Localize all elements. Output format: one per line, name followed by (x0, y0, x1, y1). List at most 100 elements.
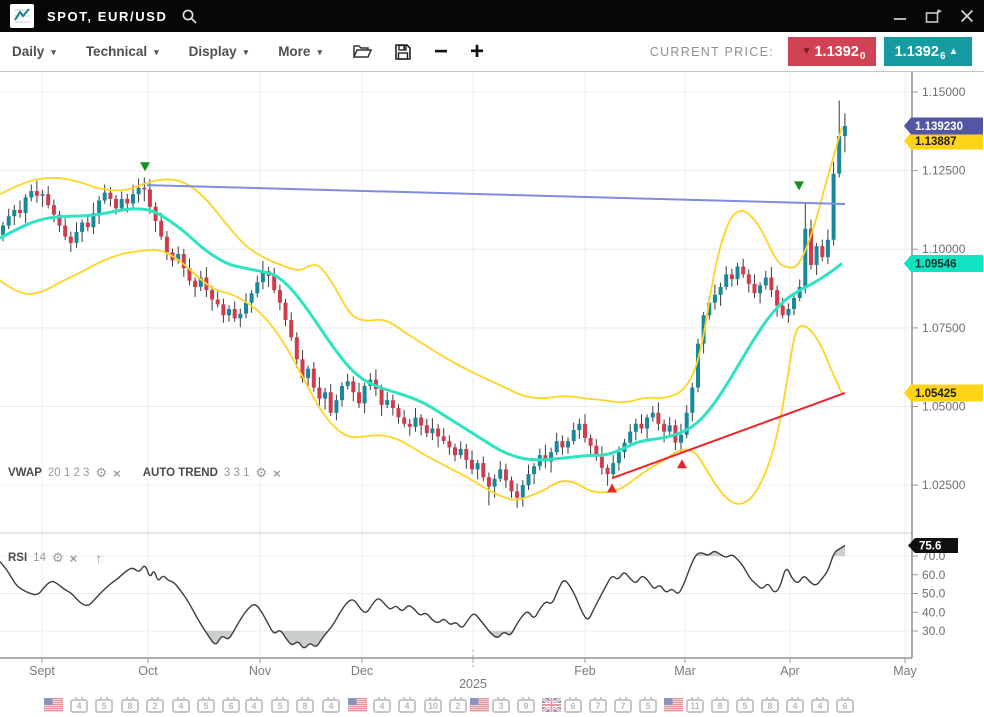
bid-price-value: 1.1392 (814, 43, 859, 60)
chart-area: 1.15000 1.12500 1.10000 1.07500 1.05000 1.025… (0, 72, 984, 695)
x-axis-month-label: Oct (138, 664, 158, 678)
axis-price-badge-label: 75.6 (919, 541, 941, 553)
calendar-event-icon[interactable]: 5 (197, 697, 215, 713)
calendar-event-icon[interactable]: 10 (424, 697, 442, 713)
calendar-event-icon[interactable]: 4 (811, 697, 829, 713)
vwap-bands-layer (0, 126, 843, 505)
search-icon[interactable] (181, 8, 198, 25)
calendar-event-icon[interactable]: 5 (639, 697, 657, 713)
x-axis-labels: Sept Oct Nov Dec 2025 Feb Mar Apr May (29, 650, 918, 691)
autotrend-settings-gear-icon[interactable]: ⚙ (255, 465, 268, 480)
trend-markers-layer (140, 162, 804, 493)
save-icon[interactable] (394, 43, 412, 61)
calendar-event-icon[interactable]: 4 (373, 697, 391, 713)
autotrend-remove-icon[interactable]: × (273, 465, 281, 481)
popout-window-button[interactable] (925, 9, 942, 24)
calendar-event-icon[interactable]: 11 (686, 697, 704, 713)
calendar-event-icon[interactable]: 6 (836, 697, 854, 713)
zoom-out-button[interactable]: − (433, 37, 448, 65)
minimize-button[interactable] (893, 9, 907, 23)
menu-daily[interactable]: Daily ▾ (12, 44, 56, 59)
rsi-indicator-params: 14 (33, 552, 46, 564)
current-price-label: CURRENT PRICE: (649, 44, 774, 59)
calendar-event-icon[interactable]: 4 (70, 697, 88, 713)
toolbar: Daily ▾ Technical ▾ Display ▾ More ▾ − +… (0, 32, 984, 72)
axis-price-badge (908, 538, 958, 553)
menu-more[interactable]: More ▾ (278, 44, 322, 59)
calendar-event-icon[interactable]: 9 (517, 697, 535, 713)
vwap-settings-gear-icon[interactable]: ⚙ (95, 465, 108, 480)
x-axis-year-label: 2025 (459, 677, 487, 691)
menu-technical-label: Technical (85, 44, 148, 59)
price-axis-label: 1.10000 (922, 242, 966, 256)
x-axis-month-label: Dec (351, 664, 373, 678)
calendar-event-icon[interactable]: 4 (322, 697, 340, 713)
axis-price-badge-label: 1.09546 (915, 259, 957, 271)
calendar-event-icon[interactable]: 4 (398, 697, 416, 713)
rsi-axis-label: 60.0 (922, 568, 946, 582)
axis-price-badge (904, 117, 983, 135)
uk-flag-icon[interactable] (541, 696, 562, 714)
ask-price-pip: 6 (939, 51, 946, 62)
calendar-event-icon[interactable]: 4 (172, 697, 190, 713)
calendar-event-icon[interactable]: 4 (786, 697, 804, 713)
autotrend-indicator-name: AUTO TREND (142, 467, 218, 479)
open-folder-icon[interactable] (352, 43, 372, 60)
calendar-event-icon[interactable]: 7 (589, 697, 607, 713)
us-flag-icon[interactable] (470, 698, 489, 712)
rsi-layer (0, 544, 846, 649)
calendar-event-icon[interactable]: 8 (711, 697, 729, 713)
calendar-event-icon[interactable]: 2 (449, 697, 467, 713)
calendar-event-icon[interactable]: 8 (296, 697, 314, 713)
menu-display-label: Display (188, 44, 237, 59)
sell-signal-marker (794, 181, 804, 191)
axis-price-badge-label: 1.13887 (915, 136, 957, 148)
menu-technical[interactable]: Technical ▾ (86, 44, 159, 59)
menu-daily-label: Daily (12, 44, 45, 59)
arrow-up-icon: ▲ (948, 46, 959, 57)
price-axis-label: 1.05000 (922, 400, 966, 414)
auto-trend-lines-layer (146, 184, 846, 480)
candles-layer (1, 100, 847, 508)
chevron-down-icon: ▾ (317, 47, 322, 57)
us-flag-icon[interactable] (44, 698, 63, 712)
calendar-event-icon[interactable]: 4 (245, 697, 263, 713)
autotrend-indicator-params: 3 3 1 (223, 467, 250, 479)
x-axis-month-label: Mar (674, 664, 696, 678)
grid-lines (0, 72, 984, 658)
calendar-event-icon[interactable]: 7 (614, 697, 632, 713)
price-chart-canvas[interactable]: 1.15000 1.12500 1.10000 1.07500 1.05000 1.025… (0, 72, 984, 695)
rsi-settings-gear-icon[interactable]: ⚙ (51, 550, 64, 565)
calendar-event-icon[interactable]: 5 (95, 697, 113, 713)
calendar-event-icon[interactable]: 5 (271, 697, 289, 713)
calendar-event-icon[interactable]: 2 (146, 697, 164, 713)
menu-display[interactable]: Display ▾ (189, 44, 249, 59)
rsi-remove-icon[interactable]: × (69, 550, 78, 566)
x-axis-month-label: Feb (574, 664, 596, 678)
rsi-axis-label: 40.0 (922, 605, 946, 619)
rsi-indicator-name: RSI (8, 552, 28, 564)
zoom-in-button[interactable]: + (470, 37, 485, 65)
calendar-event-icon[interactable]: 6 (564, 697, 582, 713)
calendar-event-icon[interactable]: 3 (492, 697, 510, 713)
calendar-event-icon[interactable]: 8 (121, 697, 139, 713)
window-title: SPOT, EUR/USD (47, 8, 168, 24)
calendar-event-icon[interactable]: 5 (736, 697, 754, 713)
close-button[interactable] (960, 9, 974, 23)
vwap-remove-icon[interactable]: × (113, 465, 121, 481)
us-flag-icon[interactable] (664, 698, 683, 712)
calendar-event-icon[interactable]: 6 (222, 697, 240, 713)
moving-average-layer (0, 207, 843, 462)
vwap-indicator-name: VWAP (8, 467, 42, 479)
rsi-collapse-arrow-icon[interactable]: ↑ (95, 550, 103, 566)
rsi-axis-label: 50.0 (922, 587, 946, 601)
x-axis-month-label: Apr (780, 664, 799, 678)
axis-price-badge (904, 384, 983, 402)
us-flag-icon[interactable] (348, 698, 367, 712)
calendar-event-icon[interactable]: 8 (761, 697, 779, 713)
chevron-down-icon: ▾ (51, 47, 56, 57)
x-axis-month-label: Sept (29, 664, 55, 678)
rsi-axis-label: 30.0 (922, 624, 946, 638)
x-axis-month-label: May (893, 664, 917, 678)
